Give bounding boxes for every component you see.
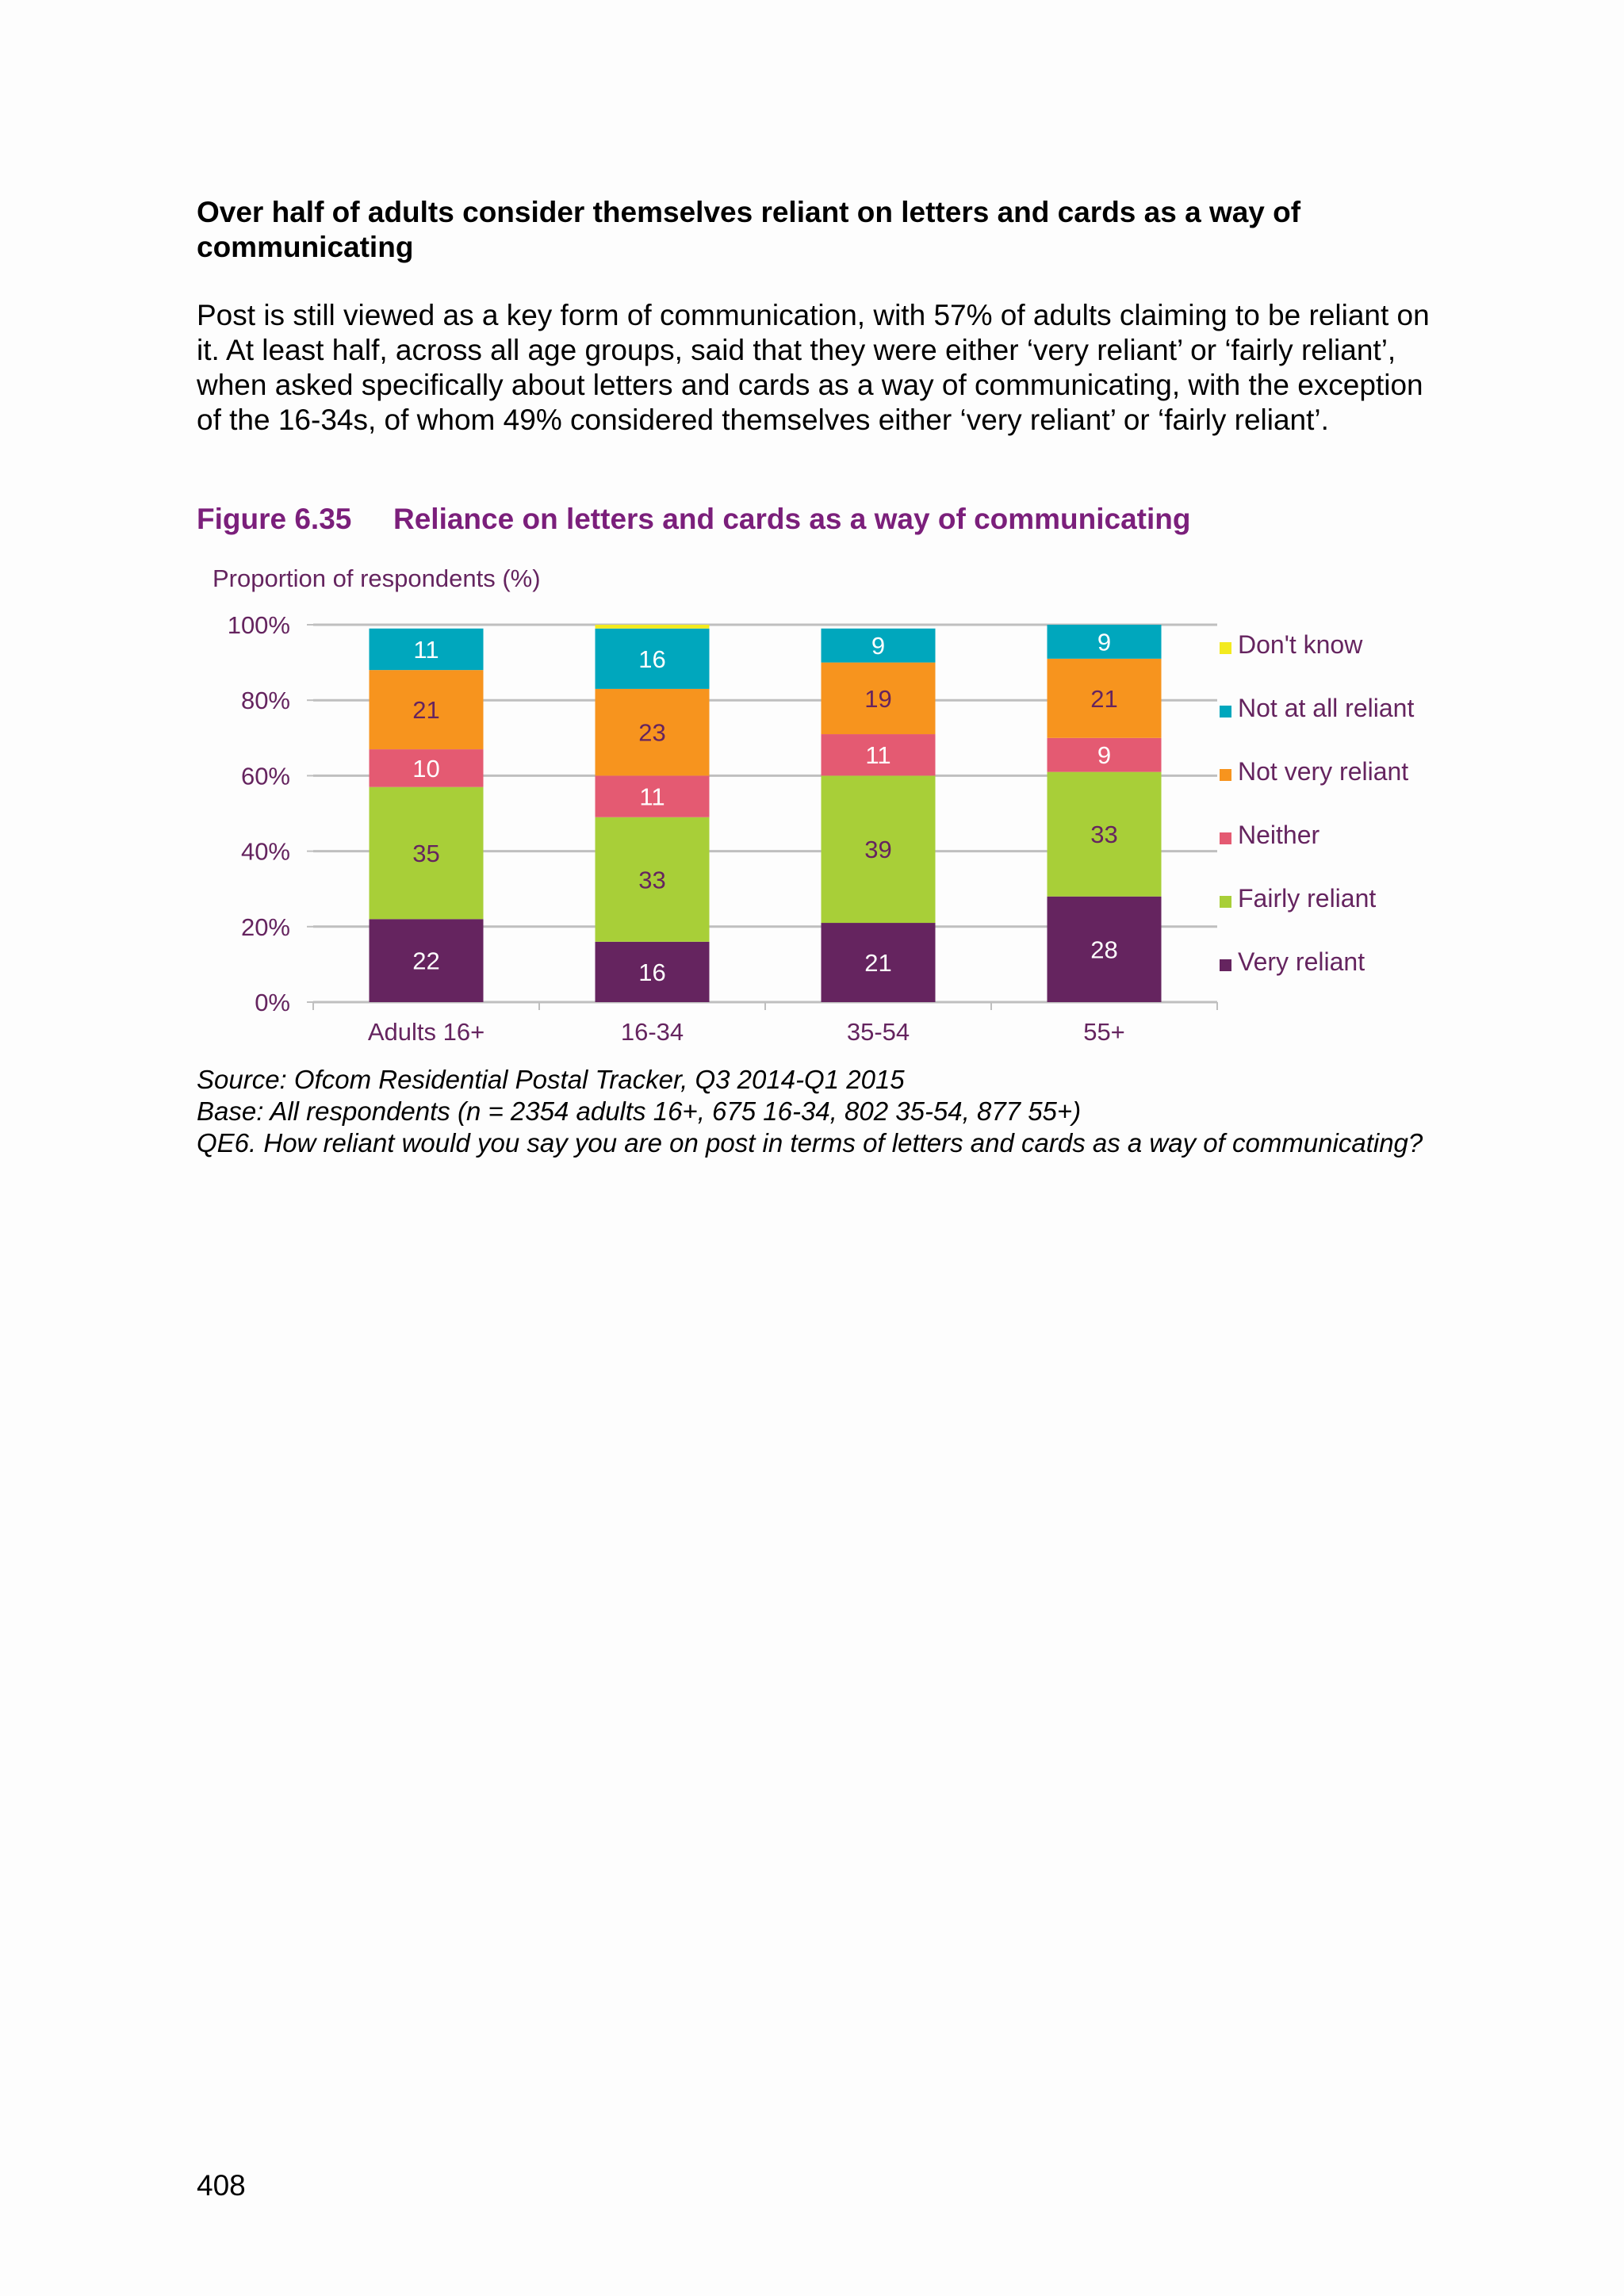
legend-swatch <box>1220 769 1231 781</box>
legend-label: Not very reliant <box>1238 757 1408 786</box>
base-note: Base: All respondents (n = 2354 adults 1… <box>197 1096 1082 1126</box>
legend-swatch <box>1220 642 1231 654</box>
data-label: 35 <box>412 840 439 867</box>
legend-label: Fairly reliant <box>1238 884 1376 913</box>
data-label: 11 <box>865 741 891 769</box>
bar-segment-not-at-all-reliant <box>1047 625 1162 659</box>
y-tick-label: 20% <box>241 913 290 941</box>
data-label: 11 <box>639 783 665 811</box>
y-tick-label: 0% <box>255 989 290 1016</box>
x-tick-label: 35-54 <box>847 1018 910 1046</box>
data-label: 21 <box>864 949 891 977</box>
bar-segment-not-very-reliant <box>595 688 710 776</box>
bar-segment-not-at-all-reliant <box>595 628 710 689</box>
data-label: 9 <box>871 632 885 660</box>
data-label: 39 <box>864 836 891 863</box>
question-note: QE6. How reliant would you say you are o… <box>197 1128 1423 1158</box>
stacked-bar-chart: Proportion of respondents (%) 0% 20% 40% 60%… <box>213 564 1414 1046</box>
bar-segment-fairly-reliant <box>1047 771 1162 897</box>
data-label: 10 <box>412 755 439 783</box>
body-paragraph: Post is still viewed as a key form of co… <box>197 299 1430 436</box>
legend-label: Very reliant <box>1238 947 1365 976</box>
bar-segment-very-reliant <box>821 923 936 1002</box>
bar-segment-very-reliant <box>595 941 710 1002</box>
y-tick-label: 100% <box>228 611 290 639</box>
data-label: 33 <box>1090 821 1117 848</box>
bar-segment-not-very-reliant <box>369 670 484 750</box>
page-number: 408 <box>197 2169 246 2202</box>
legend-label: Neither <box>1238 821 1320 849</box>
x-tick-label: Adults 16+ <box>368 1018 485 1046</box>
legend-swatch <box>1220 706 1231 718</box>
data-label: 21 <box>412 696 439 724</box>
data-label: 21 <box>1090 685 1117 713</box>
bar-segment-not-at-all-reliant <box>369 628 484 671</box>
legend-swatch <box>1220 959 1231 971</box>
data-label: 11 <box>413 636 439 664</box>
x-tick-label: 55+ <box>1083 1018 1125 1046</box>
y-tick-label: 40% <box>241 838 290 866</box>
data-label: 23 <box>638 719 665 747</box>
y-tick-label: 80% <box>241 687 290 714</box>
figure-title: Figure 6.35 Reliance on letters and cards… <box>197 503 1191 536</box>
x-tick-label: 16-34 <box>621 1018 684 1046</box>
figure-caption: Reliance on letters and cards as a way o… <box>393 503 1191 535</box>
legend-label: Don't know <box>1238 630 1363 659</box>
legend-swatch <box>1220 896 1231 908</box>
y-tick-label: 60% <box>241 762 290 790</box>
bar-segment-not-very-reliant <box>1047 658 1162 738</box>
data-label: 9 <box>1097 628 1111 656</box>
data-label: 22 <box>412 947 439 975</box>
bar-segment-neither <box>1047 737 1162 772</box>
bar-segment-not-very-reliant <box>821 662 936 735</box>
data-label: 19 <box>864 685 891 713</box>
bar-segment-very-reliant <box>1047 896 1162 1002</box>
bar-segment-don-t-know <box>595 625 710 629</box>
figure-notes: Source: Ofcom Residential Postal Tracker… <box>197 1064 1434 1159</box>
section-heading: Over half of adults consider themselves … <box>197 196 1301 263</box>
data-label: 28 <box>1090 936 1117 963</box>
bar-segment-fairly-reliant <box>369 786 484 920</box>
bar-segment-not-at-all-reliant <box>821 628 936 663</box>
data-label: 16 <box>638 645 665 673</box>
bar-segment-fairly-reliant <box>595 817 710 942</box>
bar-segment-neither <box>595 775 710 817</box>
y-axis-title: Proportion of respondents (%) <box>213 564 541 592</box>
data-label: 16 <box>638 959 665 986</box>
source-note: Source: Ofcom Residential Postal Tracker… <box>197 1065 905 1094</box>
data-label: 33 <box>638 866 665 894</box>
data-label: 9 <box>1097 741 1111 769</box>
bar-segment-neither <box>821 734 936 776</box>
bar-segment-very-reliant <box>369 919 484 1002</box>
legend-swatch <box>1220 832 1231 844</box>
bar-segment-fairly-reliant <box>821 775 936 924</box>
figure-number: Figure 6.35 <box>197 503 352 535</box>
bar-segment-neither <box>369 749 484 787</box>
legend-label: Not at all reliant <box>1238 694 1414 722</box>
